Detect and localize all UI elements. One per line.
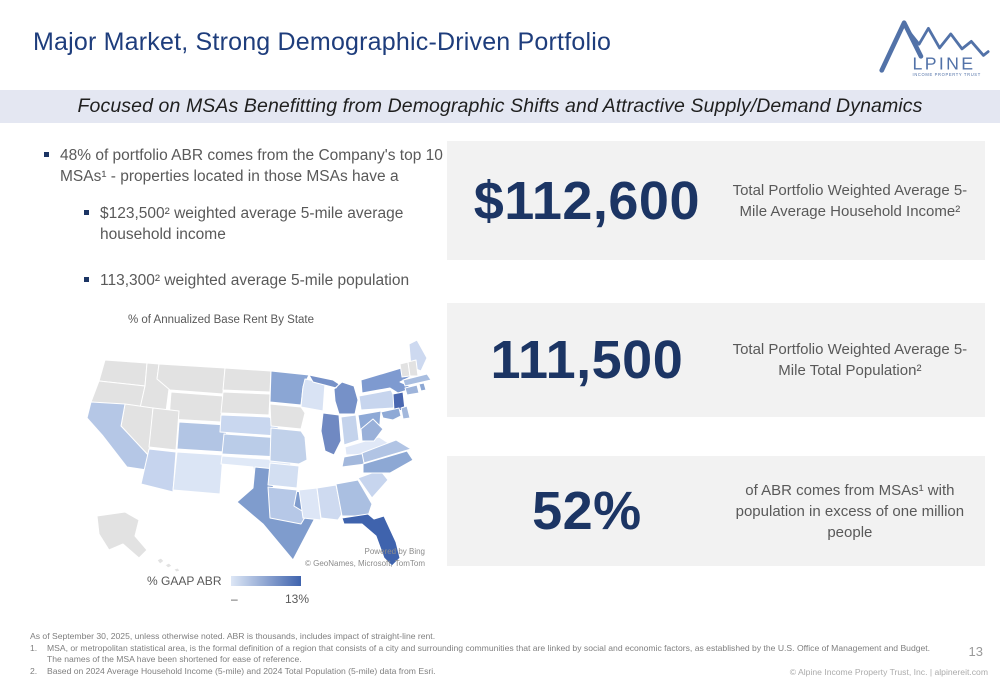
state-ut <box>148 407 180 451</box>
map-attribution: Powered by Bing © GeoNames, Microsoft, T… <box>305 546 425 571</box>
mountain-ridge-icon <box>902 24 990 57</box>
state-wv <box>360 418 384 442</box>
footnote-2: 2. Based on 2024 Average Household Incom… <box>30 666 935 678</box>
copyright: © Alpine Income Property Trust, Inc. | a… <box>789 667 988 677</box>
state-ak <box>96 511 148 559</box>
state-ms <box>298 487 322 521</box>
bullet-main: 48% of portfolio ABR comes from the Comp… <box>44 145 444 188</box>
footnote-asof: As of September 30, 2025, unless otherwi… <box>30 631 436 641</box>
footnote-2-text: Based on 2024 Average Household Income (… <box>47 665 436 676</box>
logo-word: LPINE <box>913 53 976 73</box>
footnote-1-text: MSA, or metropolitan statistical area, i… <box>47 642 931 665</box>
state-il <box>320 412 342 456</box>
map-title: % of Annualized Base Rent By State <box>127 314 315 326</box>
stat-value-household-income: $112,600 <box>473 170 700 231</box>
state-co <box>176 421 228 453</box>
state-sd <box>220 391 271 416</box>
footnote-1-number: 1. <box>30 642 38 653</box>
stat-label-household-income: Total Portfolio Weighted Average 5-Mile … <box>732 181 968 220</box>
us-choropleth-map <box>86 339 432 573</box>
footnote-2-number: 2. <box>30 665 38 676</box>
map-legend: % GAAP ABR – 13% <box>147 574 309 606</box>
state-ga <box>335 479 373 517</box>
bullet-sub-population-text: 113,300² weighted average 5-mile populat… <box>100 272 410 289</box>
subtitle-banner: Focused on MSAs Benefitting from Demogra… <box>0 90 1000 123</box>
footnote-1: 1. MSA, or metropolitan statistical area… <box>30 643 935 666</box>
map-attribution-line1: Powered by Bing <box>364 547 425 556</box>
bullet-square-icon <box>84 210 89 215</box>
page-title: Major Market, Strong Demographic-Driven … <box>33 28 612 56</box>
state-mo <box>269 427 308 465</box>
subtitle-text: Focused on MSAs Benefitting from Demogra… <box>77 95 923 117</box>
state-mt <box>156 363 226 395</box>
state-nd <box>222 367 272 393</box>
state-ct <box>404 384 420 396</box>
stat-box-household-income: $112,600 Total Portfolio Weighted Averag… <box>447 141 985 260</box>
state-hi <box>156 557 181 573</box>
state-al <box>316 484 343 521</box>
bullet-sub-population: 113,300² weighted average 5-mile populat… <box>84 270 454 291</box>
state-ma <box>402 373 432 387</box>
stat-box-population: 111,500 Total Portfolio Weighted Average… <box>447 303 985 417</box>
logo-tagline: INCOME PROPERTY TRUST <box>913 72 981 77</box>
state-de <box>400 405 411 420</box>
bullet-square-icon <box>44 152 49 157</box>
state-va <box>361 439 412 464</box>
stat-label-population: Total Portfolio Weighted Average 5-Mile … <box>732 341 968 379</box>
state-md <box>380 407 402 421</box>
alpine-logo: LPINE INCOME PROPERTY TRUST <box>879 20 990 77</box>
bullet-square-icon <box>84 277 89 282</box>
legend-label: % GAAP ABR <box>147 574 222 588</box>
state-az <box>140 448 177 493</box>
stat-value-abr-msa: 52% <box>532 481 642 541</box>
state-fl <box>341 513 401 567</box>
state-nc <box>362 450 414 474</box>
state-nh <box>407 359 419 377</box>
bullet-main-text: 48% of portfolio ABR comes from the Comp… <box>60 147 443 186</box>
abr-state-map: % of Annualized Base Rent By State <box>85 312 445 622</box>
legend-min-label: – <box>231 592 238 606</box>
state-mi <box>308 374 359 415</box>
state-ar <box>267 462 300 489</box>
logo-letter-a-icon <box>879 20 924 73</box>
map-attribution-line2: © GeoNames, Microsoft, TomTom <box>305 559 425 569</box>
state-nm <box>172 451 224 495</box>
bullet-sub-income-text: $123,500² weighted average 5-mile averag… <box>100 205 404 244</box>
state-ri <box>418 382 427 392</box>
stat-box-abr-msa: 52% of ABR comes from MSAs¹ with populat… <box>447 456 985 566</box>
legend-max-label: 13% <box>284 592 309 606</box>
stat-value-population: 111,500 <box>490 330 684 390</box>
legend-gradient-bar <box>231 576 301 586</box>
bullet-sub-income: $123,500² weighted average 5-mile averag… <box>84 203 414 246</box>
state-ia <box>269 403 306 430</box>
state-in <box>340 414 360 446</box>
footnotes: As of September 30, 2025, unless otherwi… <box>30 631 935 677</box>
page-number: 13 <box>968 644 983 659</box>
stat-label-abr-msa: of ABR comes from MSAs¹ with population … <box>735 481 965 541</box>
